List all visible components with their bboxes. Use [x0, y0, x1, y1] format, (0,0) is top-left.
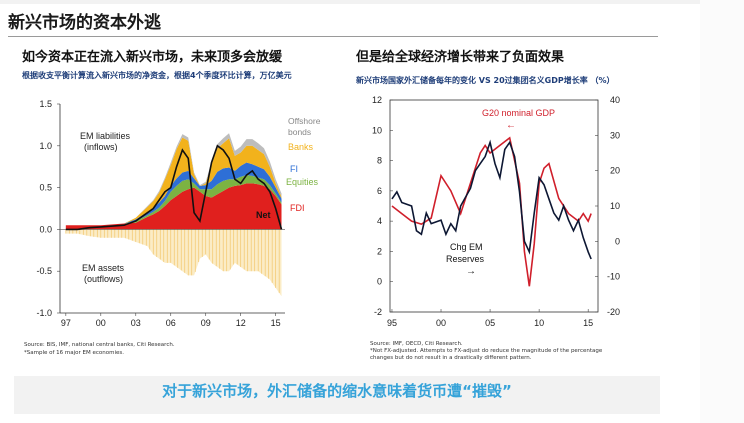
assets-label: EM assets [82, 263, 125, 273]
right-source-line-2: *Not FX-adjusted. Attempts to FX-adjust … [370, 348, 603, 354]
y-right-tick-label: 20 [610, 166, 620, 176]
y-left-tick-label: 12 [372, 95, 382, 105]
y-right-tick-label: -20 [607, 307, 620, 317]
em-reserves-label: Chg EM [450, 242, 483, 252]
stack-banks [65, 137, 282, 226]
offshore-label: bonds [288, 127, 311, 137]
em-reserves-label: Reserves [446, 254, 485, 264]
y-left-tick-label: 0 [377, 277, 382, 287]
y-right-tick-label: -10 [607, 272, 620, 282]
y-left-tick-label: 8 [377, 156, 382, 166]
page-title: 新兴市场的资本外逃 [8, 13, 161, 33]
y-right-tick-label: 10 [610, 201, 620, 211]
g20-label: G20 nominal GDP [482, 108, 555, 118]
liabilities-label: (inflows) [84, 142, 118, 152]
y-left-tick-label: 10 [372, 125, 382, 135]
y-left-tick-label: 4 [377, 216, 382, 226]
x-tick-label: 00 [436, 318, 446, 328]
y-tick-label: 1.0 [39, 141, 52, 151]
right-source-line-3: changes but do not result in a drastical… [370, 355, 532, 361]
x-tick-label: 97 [61, 318, 71, 328]
bottom-caption: 对于新兴市场，外汇储备的缩水意味着货币遭“摧毁” [162, 382, 512, 400]
caption-band [14, 376, 660, 414]
x-tick-label: 95 [387, 318, 397, 328]
net-line [65, 144, 283, 231]
y-right-tick-label: 0 [615, 236, 620, 246]
left-panel-title: 如今资本正在流入新兴市场，未来顶多会放缓 [22, 50, 283, 65]
fi-label: FI [290, 164, 298, 174]
x-tick-label: 00 [96, 318, 106, 328]
right-panel-subtitle: 新兴市场国家外汇储备每年的变化 VS 20过集团名义GDP增长率 （%） [356, 76, 615, 85]
plot-frame [389, 99, 599, 313]
y-tick-label: 0.5 [39, 183, 52, 193]
top-bar [0, 0, 744, 4]
y-right-tick-label: 40 [610, 95, 620, 105]
y-left-tick-label: 2 [377, 246, 382, 256]
x-tick-label: 06 [166, 318, 176, 328]
y-tick-label: -0.5 [36, 266, 52, 276]
offshore-label: Offshore [288, 116, 321, 126]
stack-fi [65, 162, 282, 226]
x-tick-label: 09 [201, 318, 211, 328]
left-panel-subtitle: 根据收支平衡计算流入新兴市场的净资金，根据4个季度环比计算，万亿美元 [22, 71, 292, 80]
y-left-tick-label: -2 [374, 307, 382, 317]
net-label: Net [256, 210, 271, 220]
left-source-line-2: *Sample of 16 major EM economies. [24, 350, 125, 356]
equities-label: Equities [286, 177, 319, 187]
assets-label: (outflows) [84, 274, 123, 284]
right-panel-title: 但是给全球经济增长带来了负面效果 [356, 50, 565, 65]
x-tick-label: 10 [534, 318, 544, 328]
outflows-area [65, 229, 282, 297]
liabilities-label: EM liabilities [80, 131, 131, 141]
em-reserves-line [391, 139, 592, 260]
x-tick-label: 05 [485, 318, 495, 328]
x-tick-label: 03 [131, 318, 141, 328]
right-source-line-1: Source: IMF, OECD, Citi Research. [370, 341, 463, 347]
em-reserves-arrow: → [466, 266, 476, 277]
y-tick-label: -1.0 [36, 308, 52, 318]
x-tick-label: 15 [271, 318, 281, 328]
capital-flows-chart: 1.5 1.0 0.5 0.0 -0.5 -1.0 97 00 03 06 09 12 15 EM lia… [36, 99, 321, 328]
g20-arrow: ← [506, 120, 516, 131]
right-margin [700, 0, 744, 423]
x-tick-label: 12 [236, 318, 246, 328]
left-source-line-1: Source: BIS, IMF, national central banks… [24, 342, 175, 348]
y-tick-label: 1.5 [39, 99, 52, 109]
banks-label: Banks [288, 142, 314, 152]
stack-fdi [65, 183, 282, 230]
title-divider [8, 36, 658, 37]
stack-equities [65, 175, 282, 226]
x-tick-label: 15 [583, 318, 593, 328]
y-tick-label: 0.0 [39, 224, 52, 234]
y-right-tick-label: 30 [610, 130, 620, 140]
fdi-label: FDI [290, 203, 305, 213]
y-left-tick-label: 6 [377, 186, 382, 196]
